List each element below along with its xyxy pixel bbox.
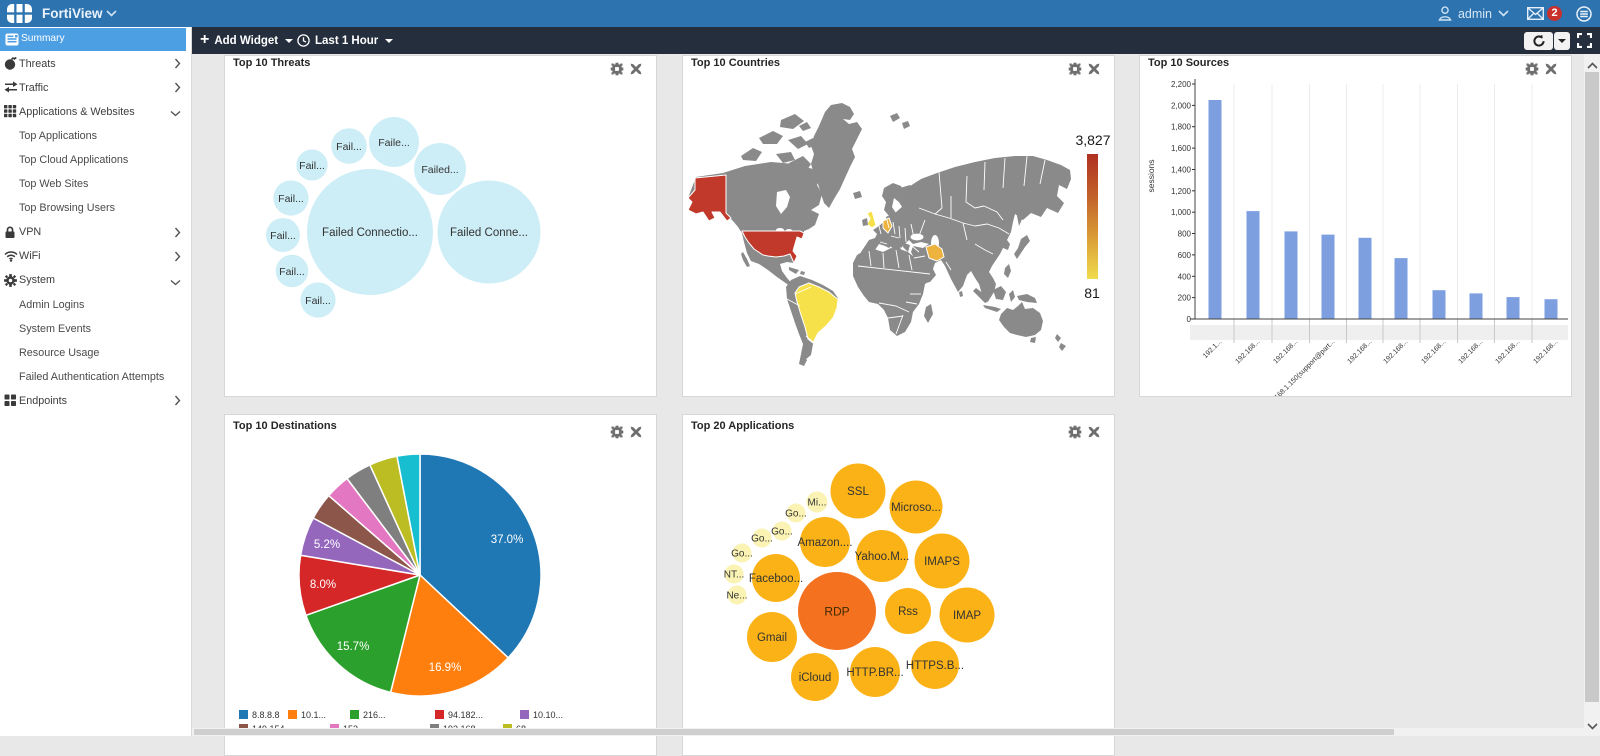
svg-text:1,200: 1,200 — [1171, 187, 1192, 196]
svg-text:Go...: Go... — [731, 549, 753, 560]
svg-text:Amazon....: Amazon.... — [798, 537, 853, 549]
svg-text:37.0%: 37.0% — [491, 534, 524, 546]
svg-text:2,200: 2,200 — [1171, 80, 1192, 89]
svg-text:HTTPS.B...: HTTPS.B... — [906, 660, 964, 672]
svg-text:Go...: Go... — [785, 509, 807, 520]
svg-text:Fail...: Fail... — [336, 141, 362, 153]
svg-text:1,400: 1,400 — [1171, 166, 1192, 175]
svg-text:192.168...: 192.168... — [1234, 338, 1261, 365]
svg-text:Fail...: Fail... — [278, 193, 304, 205]
svg-text:IMAP: IMAP — [953, 610, 981, 622]
svg-text:iCloud: iCloud — [799, 672, 832, 684]
svg-text:sessions: sessions — [1146, 159, 1156, 192]
svg-text:15.7%: 15.7% — [337, 641, 370, 653]
svg-text:192.168...: 192.168... — [1494, 338, 1521, 365]
svg-text:800: 800 — [1178, 230, 1192, 239]
svg-text:Fail...: Fail... — [279, 266, 305, 278]
svg-text:Mi...: Mi... — [808, 498, 827, 509]
svg-text:RDP: RDP — [824, 604, 849, 618]
svg-text:Fail...: Fail... — [305, 295, 331, 307]
svg-text:192.168.1.150(support@part...: 192.168.1.150(support@part... — [1264, 338, 1336, 396]
svg-text:192.1...: 192.1... — [1202, 338, 1224, 360]
svg-text:Fail...: Fail... — [299, 160, 325, 172]
svg-text:Fail...: Fail... — [270, 230, 296, 242]
svg-text:Microso...: Microso... — [891, 502, 941, 514]
svg-text:Failed Conne...: Failed Conne... — [450, 227, 528, 239]
svg-text:1,600: 1,600 — [1171, 144, 1192, 153]
svg-text:8.0%: 8.0% — [310, 579, 336, 591]
svg-text:16.9%: 16.9% — [429, 662, 462, 674]
svg-text:192.168...: 192.168... — [1382, 338, 1409, 365]
svg-text:HTTP.BR...: HTTP.BR... — [846, 667, 903, 679]
svg-text:0: 0 — [1187, 315, 1192, 324]
svg-text:SSL: SSL — [847, 486, 869, 498]
svg-text:3,827: 3,827 — [1075, 132, 1110, 148]
svg-text:192.168...: 192.168... — [1272, 338, 1299, 365]
svg-text:200: 200 — [1178, 294, 1192, 303]
svg-text:NT...: NT... — [724, 570, 745, 581]
svg-text:192.168...: 192.168... — [1420, 338, 1447, 365]
svg-text:Failed Connectio...: Failed Connectio... — [322, 227, 418, 239]
svg-text:Go...: Go... — [771, 527, 793, 538]
svg-text:Gmail: Gmail — [757, 632, 787, 644]
svg-text:1,000: 1,000 — [1171, 208, 1192, 217]
svg-text:Faile...: Faile... — [378, 137, 410, 149]
svg-text:600: 600 — [1178, 251, 1192, 260]
svg-text:1,800: 1,800 — [1171, 123, 1192, 132]
svg-text:5.2%: 5.2% — [314, 539, 340, 551]
svg-text:IMAPS: IMAPS — [924, 556, 960, 568]
svg-text:192.168...: 192.168... — [1457, 338, 1484, 365]
svg-text:Go...: Go... — [751, 534, 773, 545]
svg-text:Failed...: Failed... — [421, 164, 458, 176]
svg-text:192.168...: 192.168... — [1532, 338, 1559, 365]
svg-text:2,000: 2,000 — [1171, 101, 1192, 110]
svg-text:Faceboo...: Faceboo... — [749, 573, 803, 585]
svg-text:81: 81 — [1084, 285, 1100, 301]
svg-text:Ne...: Ne... — [726, 591, 747, 602]
svg-text:Yahoo.M...: Yahoo.M... — [855, 551, 910, 563]
svg-text:400: 400 — [1178, 272, 1192, 281]
svg-text:Rss: Rss — [898, 606, 918, 618]
svg-text:192.168...: 192.168... — [1346, 338, 1373, 365]
